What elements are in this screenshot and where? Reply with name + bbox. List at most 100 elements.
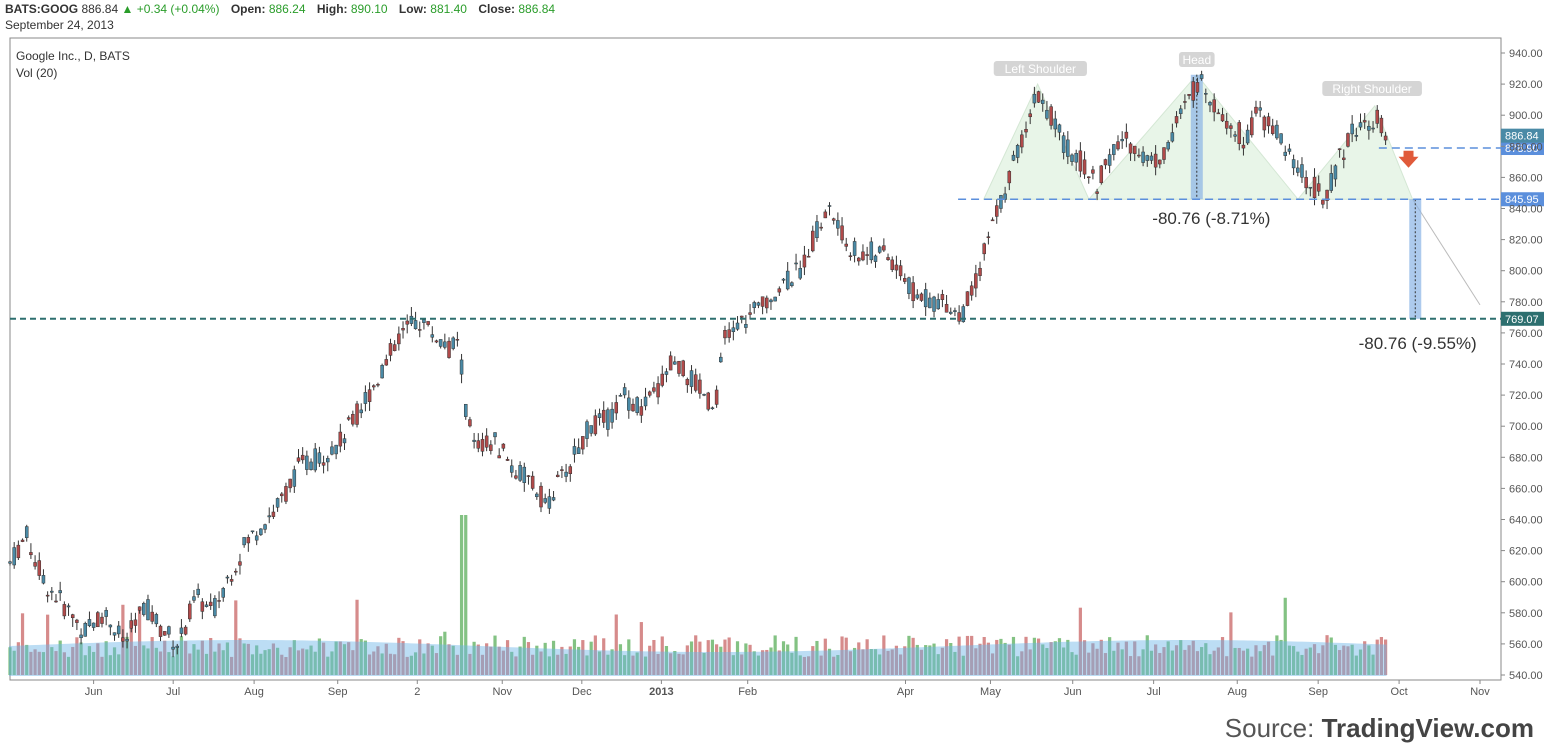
candle[interactable] bbox=[535, 493, 539, 498]
candle[interactable] bbox=[1015, 145, 1020, 158]
candle[interactable] bbox=[463, 403, 468, 417]
candle[interactable] bbox=[714, 389, 719, 405]
candle[interactable] bbox=[760, 296, 765, 307]
candle[interactable] bbox=[351, 413, 355, 425]
candle[interactable] bbox=[1020, 134, 1024, 148]
candle[interactable] bbox=[581, 436, 585, 450]
candle[interactable] bbox=[555, 474, 560, 477]
candle[interactable] bbox=[137, 606, 142, 611]
candle[interactable] bbox=[1337, 148, 1342, 150]
candle[interactable] bbox=[882, 245, 886, 251]
candle[interactable] bbox=[1099, 165, 1104, 184]
candle[interactable] bbox=[20, 539, 25, 542]
candle[interactable] bbox=[827, 205, 832, 207]
candle[interactable] bbox=[1124, 131, 1129, 139]
candle[interactable] bbox=[468, 419, 472, 427]
candle[interactable] bbox=[1103, 159, 1108, 166]
candle[interactable] bbox=[1086, 176, 1091, 179]
candle[interactable] bbox=[1191, 81, 1196, 101]
candle[interactable] bbox=[455, 339, 460, 341]
candle[interactable] bbox=[438, 339, 443, 347]
candle[interactable] bbox=[593, 415, 598, 435]
candle[interactable] bbox=[1329, 173, 1333, 191]
candle[interactable] bbox=[313, 448, 317, 471]
candle[interactable] bbox=[865, 254, 869, 256]
candle[interactable] bbox=[167, 626, 171, 635]
candle[interactable] bbox=[1250, 117, 1254, 136]
candle[interactable] bbox=[735, 322, 740, 330]
candle[interactable] bbox=[418, 329, 422, 331]
candle[interactable] bbox=[1195, 82, 1200, 93]
candle[interactable] bbox=[70, 614, 75, 619]
candle[interactable] bbox=[689, 370, 694, 387]
candle[interactable] bbox=[1095, 191, 1099, 194]
candle[interactable] bbox=[1258, 107, 1262, 111]
candle[interactable] bbox=[142, 602, 146, 615]
candle[interactable] bbox=[660, 373, 665, 386]
candle[interactable] bbox=[342, 438, 347, 444]
candle[interactable] bbox=[719, 356, 723, 363]
candle[interactable] bbox=[802, 254, 807, 268]
candle[interactable] bbox=[8, 561, 12, 564]
candle[interactable] bbox=[1040, 99, 1045, 104]
candle[interactable] bbox=[309, 461, 313, 470]
candle[interactable] bbox=[656, 383, 660, 398]
candle[interactable] bbox=[434, 340, 439, 343]
candle[interactable] bbox=[894, 264, 899, 271]
candle[interactable] bbox=[451, 337, 455, 349]
candle[interactable] bbox=[104, 610, 108, 617]
candle[interactable] bbox=[1350, 123, 1354, 135]
candle[interactable] bbox=[514, 475, 518, 479]
candle[interactable] bbox=[1057, 124, 1062, 133]
candle[interactable] bbox=[1379, 117, 1384, 134]
candle[interactable] bbox=[560, 469, 564, 471]
candle[interactable] bbox=[238, 561, 242, 566]
candle[interactable] bbox=[62, 604, 67, 617]
candle[interactable] bbox=[380, 365, 384, 379]
candle[interactable] bbox=[831, 218, 836, 221]
candle[interactable] bbox=[217, 600, 221, 602]
candle[interactable] bbox=[501, 443, 506, 449]
candle[interactable] bbox=[1049, 106, 1053, 126]
candle[interactable] bbox=[267, 515, 271, 518]
candle[interactable] bbox=[969, 285, 974, 296]
candle[interactable] bbox=[702, 394, 706, 396]
candle[interactable] bbox=[372, 385, 376, 388]
candle[interactable] bbox=[673, 361, 677, 365]
candle[interactable] bbox=[1300, 164, 1304, 178]
candle[interactable] bbox=[731, 327, 736, 333]
candle[interactable] bbox=[1128, 143, 1133, 154]
candle[interactable] bbox=[1291, 159, 1296, 169]
candle[interactable] bbox=[823, 211, 828, 219]
candle[interactable] bbox=[58, 590, 62, 594]
candle[interactable] bbox=[321, 462, 326, 466]
candle[interactable] bbox=[585, 421, 589, 439]
candle[interactable] bbox=[522, 466, 527, 483]
candle[interactable] bbox=[405, 320, 409, 325]
candle[interactable] bbox=[526, 475, 531, 477]
candle[interactable] bbox=[196, 588, 200, 595]
candle[interactable] bbox=[300, 454, 305, 461]
candle[interactable] bbox=[146, 599, 150, 621]
candle[interactable] bbox=[1333, 165, 1338, 180]
candle[interactable] bbox=[476, 440, 481, 449]
candle[interactable] bbox=[961, 306, 966, 323]
candle[interactable] bbox=[639, 406, 644, 416]
candle[interactable] bbox=[1308, 186, 1313, 189]
candle[interactable] bbox=[739, 315, 744, 318]
candle[interactable] bbox=[288, 478, 292, 489]
candle[interactable] bbox=[125, 639, 129, 642]
candle[interactable] bbox=[121, 637, 125, 642]
candle[interactable] bbox=[1187, 94, 1191, 96]
candle[interactable] bbox=[401, 328, 405, 331]
candle[interactable] bbox=[727, 329, 731, 338]
candle[interactable] bbox=[1270, 125, 1275, 134]
candle[interactable] bbox=[923, 289, 928, 308]
candle[interactable] bbox=[472, 439, 476, 442]
candle[interactable] bbox=[355, 403, 359, 425]
candle[interactable] bbox=[326, 458, 330, 463]
candle[interactable] bbox=[376, 383, 380, 386]
candle[interactable] bbox=[1342, 157, 1346, 160]
candle[interactable] bbox=[744, 324, 748, 328]
candle[interactable] bbox=[384, 359, 389, 366]
